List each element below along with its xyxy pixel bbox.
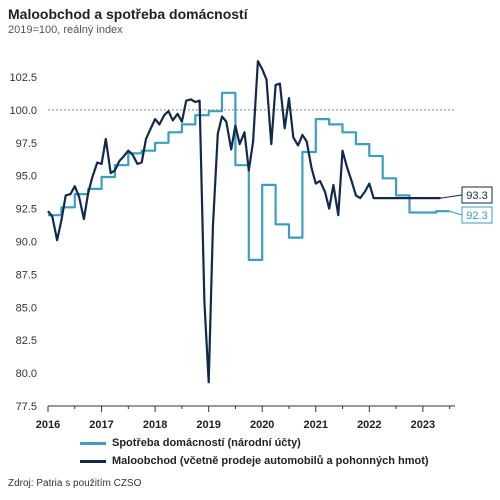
end-label-leader — [449, 210, 463, 216]
y-tick-label: 100.0 — [9, 105, 37, 117]
y-tick-label: 80.0 — [16, 368, 37, 380]
y-tick-label: 92.5 — [16, 204, 37, 216]
x-tick-label: 2019 — [196, 419, 220, 431]
legend-entry-retail: Maloobchod (včetně prodeje automobilů a … — [80, 452, 429, 470]
x-tick-label: 2017 — [89, 419, 113, 431]
y-tick-label: 77.5 — [16, 401, 37, 413]
x-tick-label: 2021 — [304, 419, 328, 431]
y-tick-label: 102.5 — [9, 72, 37, 84]
legend-label-consumption: Spotřeba domácností (národní účty) — [112, 437, 301, 449]
y-tick-label: 85.0 — [16, 302, 37, 314]
y-tick-label: 87.5 — [16, 269, 37, 281]
y-tick-label: 90.0 — [16, 237, 37, 249]
y-tick-label: 97.5 — [16, 138, 37, 150]
x-tick-label: 2023 — [411, 419, 435, 431]
legend-entry-consumption: Spotřeba domácností (národní účty) — [80, 434, 429, 452]
end-label-box — [461, 206, 493, 224]
legend-label-retail: Maloobchod (včetně prodeje automobilů a … — [112, 455, 429, 467]
end-label-value: 93.3 — [466, 190, 487, 202]
y-tick-label: 95.0 — [16, 171, 37, 183]
chart-title: Maloobchod a spotřeba domácností — [8, 6, 248, 22]
legend-swatch-consumption — [80, 441, 106, 445]
x-tick-label: 2022 — [357, 419, 381, 431]
series-line-1 — [47, 60, 441, 384]
end-label-value: 92.3 — [466, 210, 487, 222]
chart-legend: Spotřeba domácností (národní účty) Maloo… — [80, 434, 429, 470]
series-line-0 — [48, 91, 450, 261]
end-label-box — [461, 186, 493, 204]
source-note: Zdroj: Patria s použitím CZSO — [8, 478, 142, 489]
legend-swatch-retail — [80, 459, 106, 463]
x-tick-label: 2020 — [250, 419, 274, 431]
x-tick-label: 2016 — [36, 419, 60, 431]
end-label-leader — [440, 194, 463, 199]
x-tick-label: 2018 — [143, 419, 167, 431]
chart-subtitle: 2019=100, reálný index — [8, 24, 123, 36]
y-tick-label: 82.5 — [16, 335, 37, 347]
